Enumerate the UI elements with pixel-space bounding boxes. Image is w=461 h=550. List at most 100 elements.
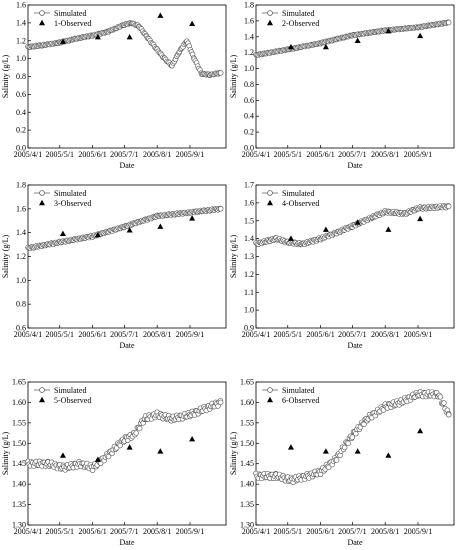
y-tick-label: 1.35 — [12, 500, 26, 509]
legend-circle-marker — [39, 190, 45, 196]
legend-label-observed: 2-Observed — [282, 19, 319, 28]
legend-triangle-marker — [39, 19, 45, 26]
legend-label-observed: 6-Observed — [282, 396, 319, 405]
y-tick-label: 0.4 — [244, 112, 254, 121]
x-tick-label: 2005/6/1 — [78, 150, 106, 159]
simulated-series — [25, 205, 224, 252]
y-tick-label: 1.8 — [16, 181, 26, 190]
x-axis-title: Date — [347, 341, 363, 350]
observed-point — [354, 37, 361, 43]
x-tick-label: 2005/8/1 — [143, 527, 171, 536]
x-tick-label: 2005/6/1 — [78, 527, 106, 536]
observed-series — [287, 215, 424, 241]
y-tick-label: 0.9 — [244, 324, 254, 333]
y-tick-label: 0.8 — [16, 72, 26, 81]
y-axis-title: Salinity (g/L) — [229, 55, 238, 99]
observed-point — [189, 20, 196, 26]
x-axis-title: Date — [347, 538, 363, 547]
simulated-point — [353, 431, 359, 437]
chart-panel-5: 1.30 1.35 1.40 1.45 1.50 1.55 1.60 1.65 2005/4/1… — [1, 378, 227, 547]
x-tick-label: 2005/5/1 — [274, 527, 302, 536]
x-axis-title: Date — [347, 161, 363, 170]
legend-label-simulated: Simulated — [282, 386, 314, 395]
simulated-series — [25, 20, 224, 78]
observed-series — [59, 12, 196, 44]
simulated-point — [137, 425, 143, 432]
x-tick-label: 2005/5/1 — [46, 330, 74, 339]
observed-point — [322, 226, 329, 232]
y-tick-label: 1.60 — [240, 398, 254, 407]
x-axis-title: Date — [119, 161, 135, 170]
y-tick-label: 1.4 — [16, 18, 26, 27]
observed-point — [417, 215, 424, 222]
legend-triangle-marker — [267, 199, 273, 206]
legend-circle-marker — [267, 10, 273, 16]
observed-point — [189, 436, 196, 442]
observed-point — [417, 427, 424, 434]
x-tick-label: 2005/4/1 — [242, 330, 270, 339]
simulated-point — [446, 203, 452, 210]
y-tick-label: 1.6 — [244, 198, 254, 207]
simulated-point — [133, 430, 139, 436]
y-tick-label: 1.55 — [240, 418, 254, 427]
x-tick-label: 2005/9/1 — [176, 330, 204, 339]
y-tick-label: 0.8 — [16, 300, 26, 309]
legend-label-observed: 3-Observed — [54, 199, 91, 208]
y-tick-label: 1.2 — [16, 36, 26, 45]
x-tick-label: 2005/9/1 — [404, 150, 432, 159]
legend-triangle-marker — [39, 199, 45, 206]
legend-circle-marker — [39, 387, 45, 393]
y-tick-label: 0.0 — [16, 144, 26, 153]
legend-label-simulated: Simulated — [282, 9, 314, 18]
y-tick-label: 1.40 — [240, 480, 254, 489]
x-tick-label: 2005/9/1 — [404, 330, 432, 339]
chart-panel-1: 0.0 0.2 0.4 0.6 0.8 1.0 1.2 1.4 1.6 2005/4/1 2005/… — [1, 1, 227, 170]
y-tick-label: 0.6 — [244, 96, 254, 105]
observed-point — [157, 223, 164, 229]
x-tick-label: 2005/7/1 — [338, 330, 366, 339]
observed-point — [354, 219, 361, 225]
observed-series — [59, 436, 196, 462]
simulated-point — [446, 412, 452, 418]
observed-point — [322, 43, 329, 50]
y-tick-label: 1.2 — [16, 252, 26, 261]
y-tick-label: 0.2 — [16, 126, 26, 135]
simulated-point — [326, 464, 332, 471]
x-tick-label: 2005/9/1 — [176, 527, 204, 536]
legend-label-observed: 1-Observed — [54, 19, 91, 28]
y-tick-label: 1.1 — [244, 288, 254, 297]
observed-point — [94, 456, 101, 462]
x-tick-label: 2005/7/1 — [110, 150, 138, 159]
simulated-point — [345, 440, 351, 447]
legend-label-simulated: Simulated — [54, 386, 86, 395]
observed-series — [59, 215, 196, 238]
y-tick-label: 1.8 — [244, 1, 254, 10]
x-tick-label: 2005/4/1 — [14, 527, 42, 536]
observed-point — [385, 226, 392, 232]
x-tick-label: 2005/5/1 — [274, 330, 302, 339]
y-axis-title: Salinity (g/L) — [229, 432, 238, 476]
x-tick-label: 2005/8/1 — [143, 150, 171, 159]
y-tick-label: 0.0 — [244, 144, 254, 153]
x-tick-label: 2005/6/1 — [306, 330, 334, 339]
simulated-series — [25, 398, 224, 473]
y-tick-label: 1.4 — [244, 234, 254, 243]
legend-label-simulated: Simulated — [54, 9, 86, 18]
observed-point — [126, 227, 133, 233]
y-tick-label: 1.30 — [240, 521, 254, 530]
simulated-point — [361, 421, 367, 428]
simulated-point — [446, 19, 452, 26]
y-tick-label: 1.6 — [16, 204, 26, 213]
plot-frame — [27, 381, 227, 526]
observed-point — [385, 28, 392, 34]
y-tick-label: 1.40 — [12, 480, 26, 489]
x-tick-label: 2005/4/1 — [14, 330, 42, 339]
legend-label-simulated: Simulated — [54, 189, 86, 198]
x-tick-label: 2005/7/1 — [338, 150, 366, 159]
legend-triangle-marker — [267, 396, 273, 403]
legend-circle-marker — [39, 10, 45, 16]
y-tick-label: 0.6 — [16, 324, 26, 333]
